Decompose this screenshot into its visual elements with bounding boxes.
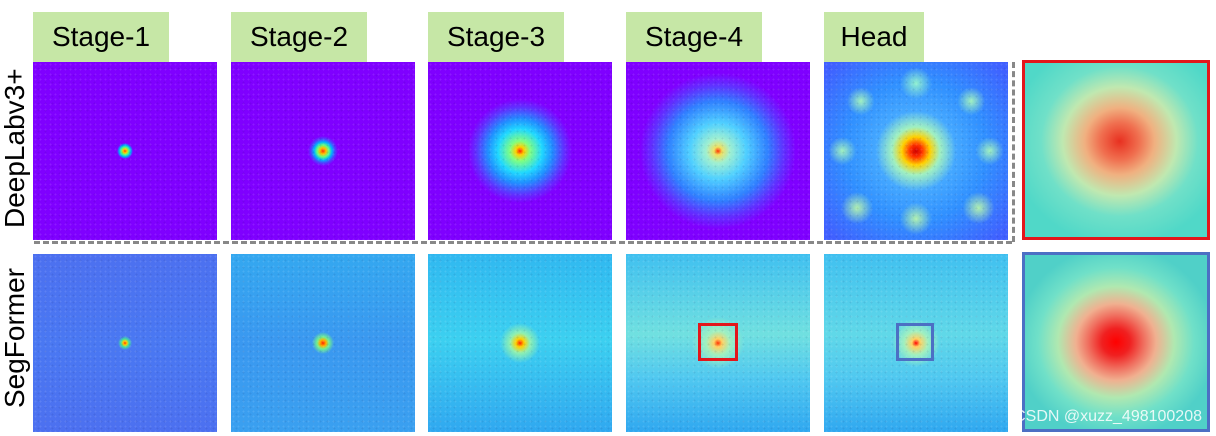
stage-4-highlight-box <box>698 323 738 361</box>
watermark: CSDN @xuzz_498100208 <box>1014 408 1202 425</box>
segformer-stage-2-map <box>231 254 415 432</box>
segformer-stage-1-map <box>33 254 217 432</box>
stage-2-label: Stage-2 <box>231 12 367 62</box>
stage-1-label: Stage-1 <box>33 12 169 62</box>
segformer-stage-3-map <box>428 254 612 432</box>
deeplab-stage-1-map <box>33 62 217 240</box>
deeplab-stage-2-map <box>231 62 415 240</box>
segformer-zoom-inset <box>1022 252 1210 432</box>
deeplab-zoom-inset <box>1022 60 1210 240</box>
stage-3-label: Stage-3 <box>428 12 564 62</box>
head-highlight-box <box>896 323 934 361</box>
segformer-row-label: SegFormer <box>0 267 30 409</box>
stage-4-label: Stage-4 <box>626 12 762 62</box>
row-divider <box>34 241 1012 244</box>
inset-divider <box>1012 62 1015 242</box>
head-label: Head <box>824 12 924 62</box>
segformer-head-map <box>824 254 1008 432</box>
deeplab-row-label: DeepLabv3+ <box>0 68 30 228</box>
deeplab-stage-4-map <box>626 62 810 240</box>
deeplab-stage-3-map <box>428 62 612 240</box>
segformer-stage-4-map <box>626 254 810 432</box>
deeplab-head-map <box>824 62 1008 240</box>
